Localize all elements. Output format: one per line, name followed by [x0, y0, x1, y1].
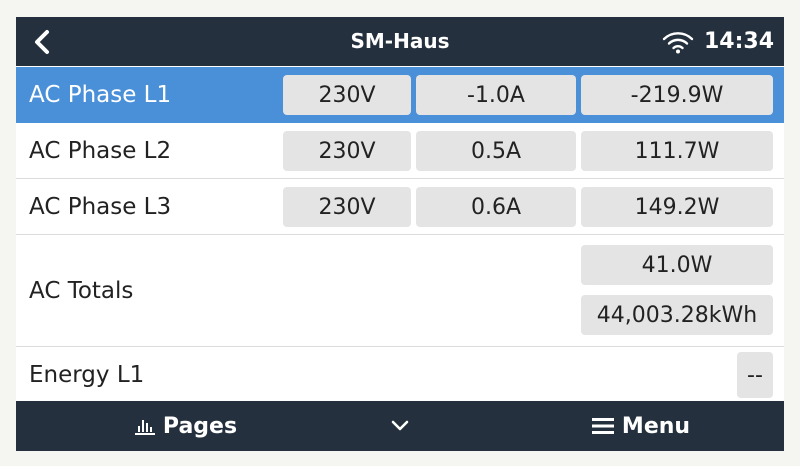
- list-item-ac-phase-l2[interactable]: AC Phase L2 230V 0.5A 111.7W: [16, 123, 784, 179]
- voltage-value: 230V: [283, 131, 411, 171]
- list-item-ac-phase-l1[interactable]: AC Phase L1 230V -1.0A -219.9W: [16, 67, 784, 123]
- current-value: 0.6A: [416, 187, 576, 227]
- row-label: AC Phase L1: [29, 81, 172, 108]
- energy-l1-value: --: [737, 352, 773, 398]
- voltage-value: 230V: [283, 187, 411, 227]
- current-value: -1.0A: [416, 75, 576, 115]
- list-item-energy-l1[interactable]: Energy L1 --: [16, 347, 784, 403]
- voltage-value: 230V: [283, 75, 411, 115]
- chevron-left-icon: [35, 29, 49, 54]
- row-label: AC Phase L2: [29, 137, 172, 164]
- menu-label: Menu: [621, 413, 691, 439]
- collapse-button[interactable]: [380, 401, 420, 451]
- row-label: AC Totals: [29, 277, 134, 304]
- row-label: Energy L1: [29, 362, 145, 388]
- status-area: 14:34: [662, 17, 774, 66]
- page-title: SM-Haus: [350, 29, 450, 53]
- total-power-value: 41.0W: [581, 245, 773, 285]
- header-bar: SM-Haus 14:34: [16, 17, 784, 66]
- wifi-icon: [662, 31, 694, 53]
- pages-label: Pages: [162, 413, 238, 439]
- total-energy-value: 44,003.28kWh: [581, 295, 773, 335]
- device-screen: SM-Haus 14:34 AC Phase L1 230V -1.0A -21…: [16, 17, 784, 451]
- bar-chart-icon: [134, 420, 155, 435]
- hamburger-icon: [591, 418, 614, 434]
- power-value: 111.7W: [581, 131, 773, 171]
- clock: 14:34: [703, 29, 774, 54]
- power-value: 149.2W: [581, 187, 773, 227]
- list-item-ac-totals[interactable]: AC Totals 41.0W 44,003.28kWh: [16, 235, 784, 347]
- footer-bar: Pages Menu: [16, 401, 784, 451]
- chevron-down-icon: [391, 420, 409, 431]
- power-value: -219.9W: [581, 75, 773, 115]
- row-label: AC Phase L3: [29, 193, 172, 220]
- pages-button[interactable]: Pages: [86, 401, 286, 451]
- list-item-ac-phase-l3[interactable]: AC Phase L3 230V 0.6A 149.2W: [16, 179, 784, 235]
- current-value: 0.5A: [416, 131, 576, 171]
- menu-button[interactable]: Menu: [541, 401, 741, 451]
- back-button[interactable]: [22, 17, 62, 66]
